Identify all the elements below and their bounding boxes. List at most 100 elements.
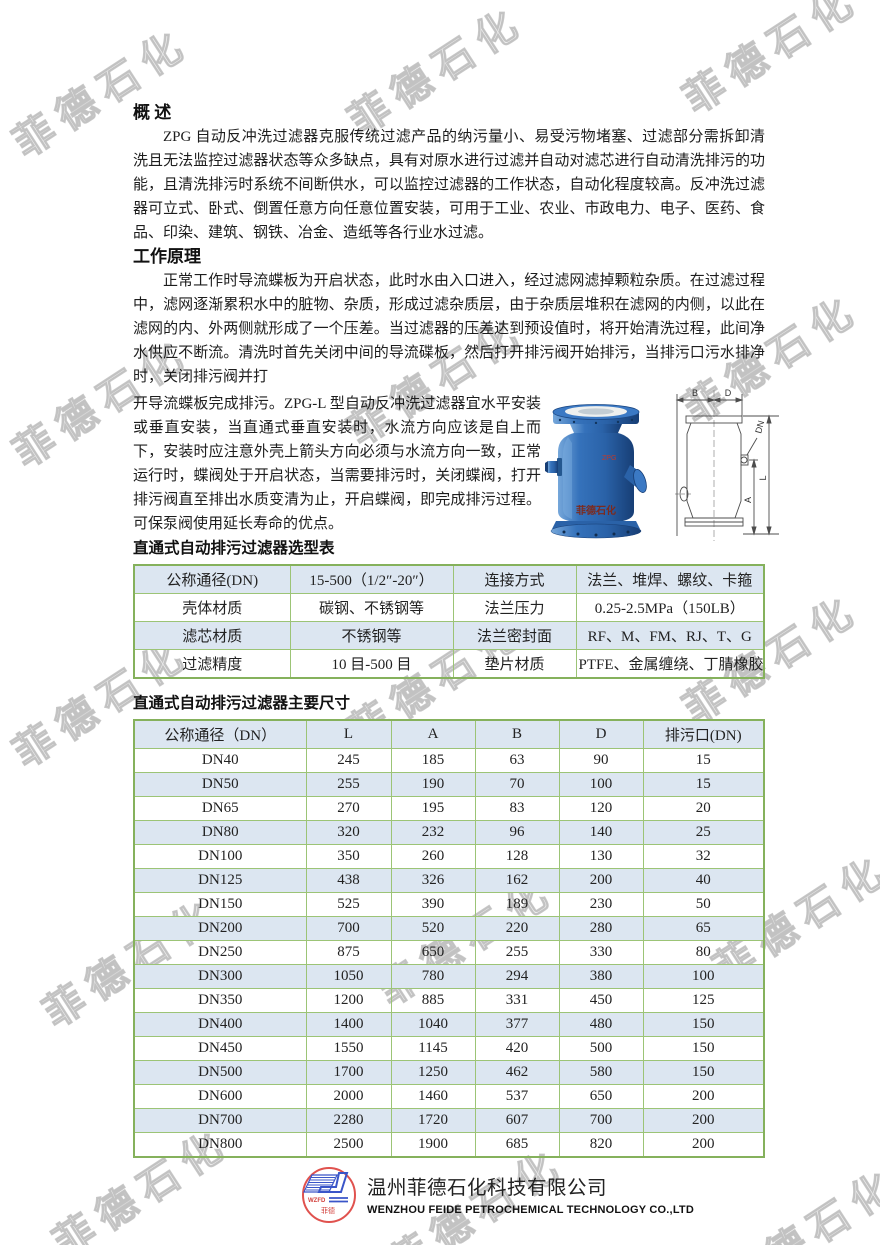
table-cell: 90: [558, 748, 644, 773]
overview-paragraph: ZPG 自动反冲洗过滤器克服传统过滤产品的纳污量小、易受污物堵塞、过滤部分需拆卸…: [133, 129, 765, 241]
table-row: DN250 875 650 255 330 80: [133, 940, 765, 965]
table-row: DN500 1700 1250 462 580 150: [133, 1060, 765, 1085]
table-row: DN450 1550 1145 420 500 150: [133, 1036, 765, 1061]
table-cell: 438: [305, 868, 392, 893]
principle-heading: 工作原理: [133, 247, 201, 266]
table-cell: 连接方式: [452, 564, 577, 594]
table-cell: 2280: [305, 1108, 392, 1133]
table-cell: 2500: [305, 1132, 392, 1158]
table-cell: 462: [474, 1060, 560, 1085]
table-cell: 1050: [305, 964, 392, 989]
table-cell: 120: [558, 796, 644, 821]
table-cell: 480: [558, 1012, 644, 1037]
table-row: 过滤精度 10 目-500 目垫片材质 PTFE、金属缠绕、丁腈橡胶等: [133, 649, 765, 679]
table-cell: 230: [558, 892, 644, 917]
selection-table-title: 直通式自动排污过滤器选型表: [133, 540, 335, 557]
table-cell: 500: [558, 1036, 644, 1061]
table-cell: 875: [305, 940, 392, 965]
table-cell: DN350: [133, 988, 307, 1013]
dim-label-b: B: [692, 388, 698, 398]
selection-table: 公称通径(DN) 15-500（1/2″-20″） 连接方式 法兰、堆焊、螺纹、卡箍壳…: [133, 564, 765, 679]
company-name-en: WENZHOU FEIDE PETROCHEMICAL TECHNOLOGY C…: [367, 1203, 694, 1216]
table-cell: DN40: [133, 748, 307, 773]
table-cell: RF、M、FM、RJ、T、G: [575, 621, 765, 650]
table-row: DN40 245 185 63 90 15: [133, 748, 765, 773]
table-cell: 63: [474, 748, 560, 773]
table-cell: 125: [642, 988, 765, 1013]
table-cell: 390: [390, 892, 476, 917]
table-cell: 885: [390, 988, 476, 1013]
table-cell: DN600: [133, 1084, 307, 1109]
table-cell: 1200: [305, 988, 392, 1013]
table-cell: DN500: [133, 1060, 307, 1085]
table-cell: 200: [642, 1132, 765, 1158]
table-cell: 128: [474, 844, 560, 869]
table-cell: 法兰压力: [452, 593, 577, 622]
table-cell: 32: [642, 844, 765, 869]
principle-wrap-row: 开导流蝶板完成排污。ZPG-L 型自动反冲洗过滤器宜水平安装或垂直安装，当直通式…: [133, 388, 779, 541]
table-row: DN80 320 232 96 140 25: [133, 820, 765, 845]
table-cell: 96: [474, 820, 560, 845]
table-cell: 40: [642, 868, 765, 893]
table-header-row: 公称通径（DN） L A B D 排污口(DN): [133, 719, 765, 749]
table-cell: 525: [305, 892, 392, 917]
table-row: DN100 350 260 128 130 32: [133, 844, 765, 869]
table-cell: 377: [474, 1012, 560, 1037]
product-figures: ZPG 菲德石化: [545, 386, 785, 544]
table-cell: DN250: [133, 940, 307, 965]
table-cell: 232: [390, 820, 476, 845]
overview-heading: 概 述: [133, 103, 172, 122]
photo-model-mark: ZPG: [602, 455, 616, 462]
table-cell: 255: [305, 772, 392, 797]
table-cell: 650: [390, 940, 476, 965]
table-cell: 10 目-500 目: [289, 649, 454, 679]
table-cell: 260: [390, 844, 476, 869]
table-cell: 185: [390, 748, 476, 773]
table-cell: DN100: [133, 844, 307, 869]
table-cell: 189: [474, 892, 560, 917]
dim-label-d: D: [725, 388, 732, 398]
table-cell: 140: [558, 820, 644, 845]
table-cell: 607: [474, 1108, 560, 1133]
photo-bottom-flange: [550, 523, 642, 539]
table-cell: 1550: [305, 1036, 392, 1061]
table-row: DN200 700 520 220 280 65: [133, 916, 765, 941]
product-photo-image: ZPG 菲德石化: [545, 404, 647, 539]
company-footer: WZFD 菲德 温州菲德石化科技有限公司 WENZHOU FEIDE PETRO…: [301, 1166, 765, 1226]
table-cell: 83: [474, 796, 560, 821]
table-cell: 滤芯材质: [133, 621, 291, 650]
table-cell: 294: [474, 964, 560, 989]
table-cell: DN200: [133, 916, 307, 941]
table-cell: 190: [390, 772, 476, 797]
table-cell: DN125: [133, 868, 307, 893]
table-cell: DN450: [133, 1036, 307, 1061]
table-cell: 150: [642, 1036, 765, 1061]
table-cell: 200: [642, 1084, 765, 1109]
table-cell: 不锈钢等: [289, 621, 454, 650]
table-cell: 0.25-2.5MPa（150LB）: [575, 593, 765, 622]
table-cell: 25: [642, 820, 765, 845]
table-row: DN65 270 195 83 120 20: [133, 796, 765, 821]
table-cell: 15: [642, 772, 765, 797]
table-row: 壳体材质 碳钢、不锈钢等 法兰压力 0.25-2.5MPa（150LB）: [133, 593, 765, 622]
table-cell: 326: [390, 868, 476, 893]
table-cell: 255: [474, 940, 560, 965]
photo-left-nozzle: [557, 458, 562, 476]
table-cell: 537: [474, 1084, 560, 1109]
dim-label-a: A: [743, 497, 753, 503]
table-cell: 130: [558, 844, 644, 869]
logo-feide-text: 菲德: [321, 1206, 335, 1215]
table-cell: DN400: [133, 1012, 307, 1037]
table-cell: DN150: [133, 892, 307, 917]
table-row: DN400 1400 1040 377 480 150: [133, 1012, 765, 1037]
dimensions-table: 公称通径（DN） L A B D 排污口(DN) DN40 245 185 63 90 15 DN50…: [133, 719, 765, 1158]
table-cell: 壳体材质: [133, 593, 291, 622]
company-logo: WZFD 菲德: [302, 1167, 356, 1223]
table-cell: 330: [558, 940, 644, 965]
table-cell: 垫片材质: [452, 649, 577, 679]
table-cell: 820: [558, 1132, 644, 1158]
table-cell: 过滤精度: [133, 649, 291, 679]
table-cell: 685: [474, 1132, 560, 1158]
table-cell: 220: [474, 916, 560, 941]
table-cell: DN300: [133, 964, 307, 989]
